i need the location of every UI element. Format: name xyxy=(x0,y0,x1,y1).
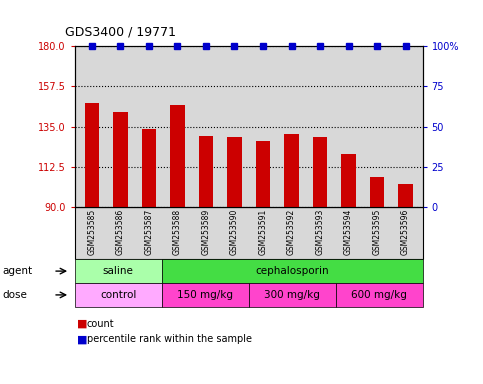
Text: control: control xyxy=(100,290,137,300)
Bar xyxy=(398,184,412,207)
Bar xyxy=(142,129,156,207)
Text: cephalosporin: cephalosporin xyxy=(256,266,329,276)
Bar xyxy=(170,105,185,207)
Text: 300 mg/kg: 300 mg/kg xyxy=(264,290,320,300)
Bar xyxy=(370,177,384,207)
Text: ■: ■ xyxy=(77,334,88,344)
Text: 150 mg/kg: 150 mg/kg xyxy=(177,290,233,300)
Text: count: count xyxy=(87,319,114,329)
Text: saline: saline xyxy=(103,266,134,276)
Bar xyxy=(114,113,128,207)
Text: percentile rank within the sample: percentile rank within the sample xyxy=(87,334,252,344)
Text: ■: ■ xyxy=(77,319,88,329)
Bar xyxy=(256,141,270,207)
Bar xyxy=(284,134,298,207)
Bar xyxy=(85,103,99,207)
Bar xyxy=(341,154,355,207)
Text: agent: agent xyxy=(2,266,32,276)
Bar xyxy=(227,137,242,207)
Bar xyxy=(199,136,213,207)
Text: dose: dose xyxy=(2,290,28,300)
Bar xyxy=(313,137,327,207)
Text: GDS3400 / 19771: GDS3400 / 19771 xyxy=(65,25,176,38)
Text: 600 mg/kg: 600 mg/kg xyxy=(351,290,407,300)
